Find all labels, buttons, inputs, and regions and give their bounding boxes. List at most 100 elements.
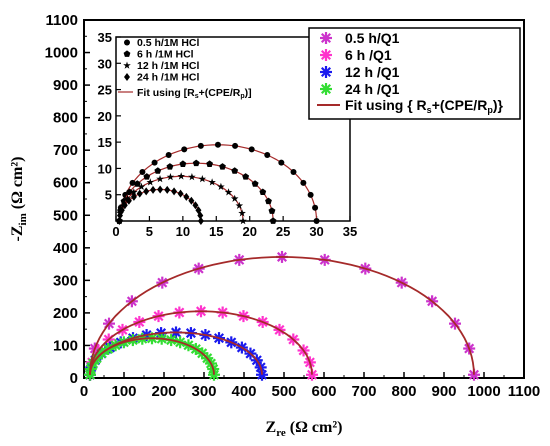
asterisk-stroke xyxy=(208,369,220,380)
inset-y-tick-label: 25 xyxy=(98,83,112,98)
inset-pentagon-marker xyxy=(206,160,213,167)
inset-y-tick-label: 5 xyxy=(105,188,112,203)
asterisk-stroke xyxy=(320,32,332,44)
legend-box xyxy=(308,27,521,120)
data-point xyxy=(256,368,268,381)
inset-pentagon-marker xyxy=(265,197,272,205)
inset-y-tick-label: 10 xyxy=(98,161,112,176)
legend-marker xyxy=(320,83,332,95)
inset-circle-marker xyxy=(197,142,204,149)
x-axis-label: Zre (Ω cm²) xyxy=(266,419,343,439)
legend-label: 24 h /Q1 xyxy=(345,81,400,97)
legend-label: 6 h /Q1 xyxy=(345,47,392,63)
y-tick-label: 1000 xyxy=(45,45,78,62)
inset-y-tick-label: 35 xyxy=(98,30,112,45)
inset-circle-marker xyxy=(139,169,146,176)
inset-circle-marker xyxy=(214,141,221,148)
inset-star-marker xyxy=(188,173,196,181)
y-tick-label: 400 xyxy=(53,240,78,257)
fit-line-1 xyxy=(89,310,313,375)
x-tick-label: 400 xyxy=(231,383,256,400)
legend-marker xyxy=(320,49,332,61)
inset-star-marker xyxy=(166,173,175,181)
inset-diamond-marker xyxy=(183,192,190,201)
inset-diamond-marker xyxy=(125,196,132,205)
x-tick-label: 900 xyxy=(431,383,456,400)
x-tick-label: 800 xyxy=(391,383,416,400)
inset-diamond-marker xyxy=(188,196,195,205)
inset-star-marker xyxy=(137,182,146,190)
inset-star-marker xyxy=(208,178,216,186)
inset-circle-marker xyxy=(232,142,239,149)
inset-circle-marker xyxy=(278,159,285,166)
inset-circle-marker xyxy=(124,39,130,46)
inset-pentagon-marker xyxy=(126,188,134,195)
legend-label: 0.5 h/Q1 xyxy=(345,30,400,46)
inset-legend-label: 24 h /1M HCl xyxy=(137,72,200,84)
inset-x-tick-label: 30 xyxy=(309,224,323,239)
y-tick-label: 1100 xyxy=(45,12,78,29)
asterisk-stroke xyxy=(256,369,268,380)
inset-circle-marker xyxy=(312,204,319,211)
inset-star-marker xyxy=(198,175,207,183)
inset-circle-marker xyxy=(307,191,314,198)
inset-diamond-marker xyxy=(143,187,150,196)
inset-star-marker xyxy=(146,178,155,186)
fit-line-0 xyxy=(89,255,475,375)
inset-circle-marker xyxy=(290,169,297,176)
inset-pentagon-marker xyxy=(268,207,276,214)
inset-diamond-marker xyxy=(118,206,125,215)
inset-x-tick-label: 15 xyxy=(209,224,223,239)
inset-star-marker xyxy=(130,188,138,196)
inset-pentagon-marker xyxy=(251,180,259,187)
inset-diamond-marker xyxy=(177,189,184,198)
inset-x-tick-label: 0 xyxy=(112,224,119,239)
asterisk-stroke xyxy=(320,66,332,78)
inset-legend-fit-label: Fit using [Rs+(CPE/Rp)] xyxy=(137,87,252,100)
inset-circle-marker xyxy=(248,146,255,153)
inset-diamond-marker xyxy=(121,201,128,210)
legend-marker xyxy=(320,66,332,78)
x-tick-label: 300 xyxy=(191,383,216,400)
inset-y-tick-label: 15 xyxy=(98,135,112,150)
inset-star-marker xyxy=(177,172,185,180)
asterisk-stroke xyxy=(468,369,480,380)
inset-diamond-marker xyxy=(197,217,204,225)
inset-star-marker xyxy=(230,194,239,202)
inset-circle-marker xyxy=(151,159,158,166)
legend-marker xyxy=(320,32,332,44)
inset-pentagon-marker xyxy=(259,188,267,195)
inset-pentagon-marker xyxy=(123,50,131,57)
inset-circle-marker xyxy=(300,179,307,186)
y-tick-label: 200 xyxy=(53,305,78,322)
inset-x-tick-label: 20 xyxy=(242,224,256,239)
inset-pentagon-marker xyxy=(154,167,162,174)
legend-fit-label: Fit using { Rs+(CPE/Rp)} xyxy=(345,97,503,115)
inset-diamond-marker xyxy=(116,217,123,225)
x-tick-label: 100 xyxy=(111,383,136,400)
x-tick-label: 600 xyxy=(311,383,336,400)
y-tick-label: 800 xyxy=(53,110,78,127)
inset-series-3 xyxy=(116,185,204,225)
inset-legend-label: 6 h /1M HCl xyxy=(137,49,194,61)
inset-pentagon-marker xyxy=(166,163,174,170)
inset-star-marker xyxy=(123,194,132,202)
inset-pentagon-marker xyxy=(231,167,239,174)
fit-line-3 xyxy=(89,337,215,375)
inset-diamond-marker xyxy=(197,211,204,220)
x-tick-label: 200 xyxy=(151,383,176,400)
inset-pentagon-marker xyxy=(192,159,200,167)
inset-pentagon-marker xyxy=(143,173,151,180)
inset-pentagon-marker xyxy=(242,173,250,180)
inset-x-tick-label: 10 xyxy=(176,224,190,239)
x-tick-label: 0 xyxy=(80,383,88,400)
inset-diamond-marker xyxy=(150,185,157,194)
y-tick-label: 300 xyxy=(53,272,78,289)
y-tick-label: 700 xyxy=(53,142,78,159)
asterisk-stroke xyxy=(320,49,332,61)
x-tick-label: 700 xyxy=(351,383,376,400)
asterisk-stroke xyxy=(306,369,318,380)
